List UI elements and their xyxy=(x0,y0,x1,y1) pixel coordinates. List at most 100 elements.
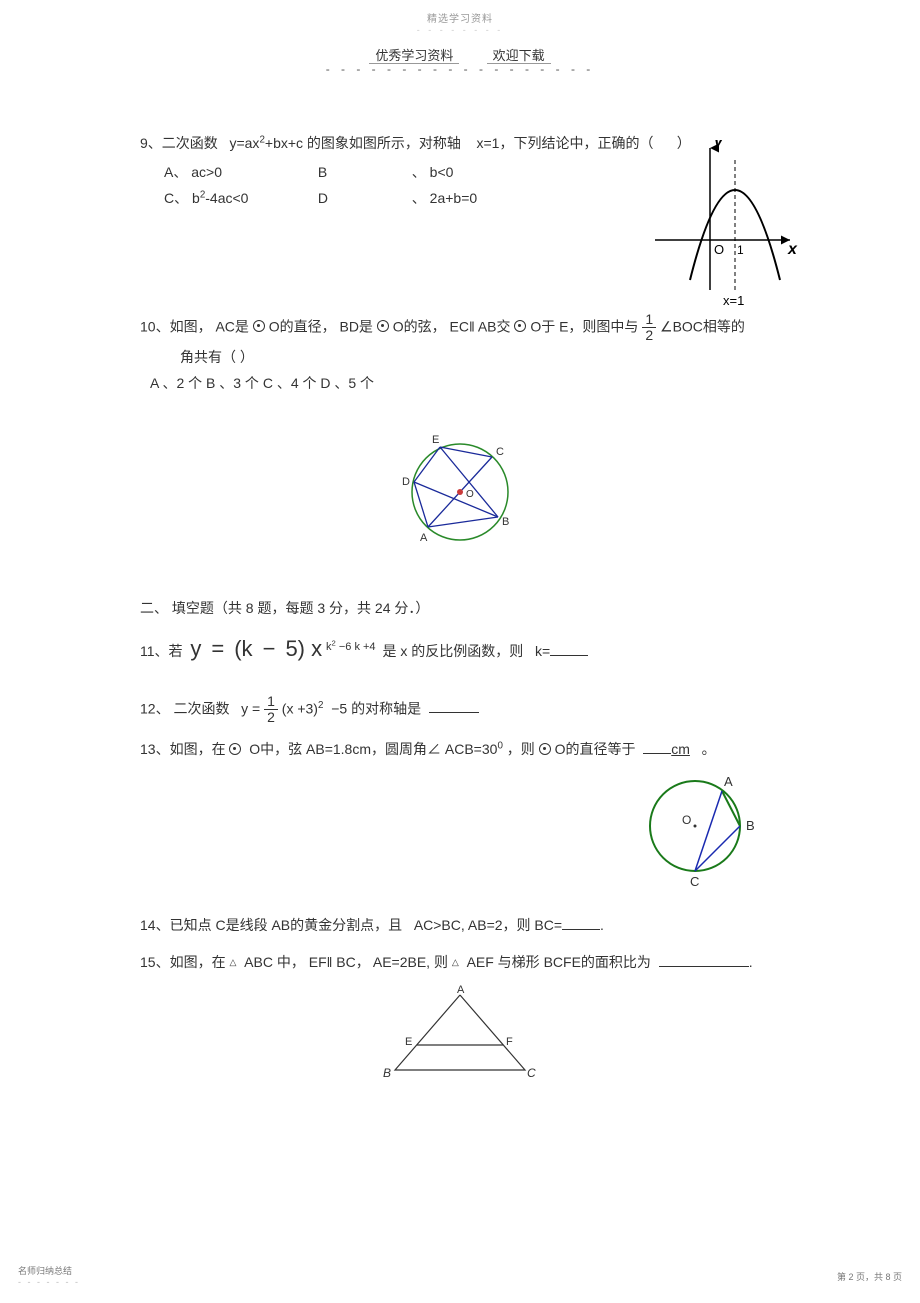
q11-minus: − xyxy=(263,636,276,661)
q10-circle-figure: A B C D E O xyxy=(390,427,530,557)
q12-minus5: −5 xyxy=(331,700,347,716)
question-9: 9、二次函数 y=ax2+bx+c 的图象如图所示，对称轴 x=1，下列结论中，… xyxy=(140,130,780,212)
q10-e: ∠BOC相等的 xyxy=(660,318,745,334)
q10-b: O的直径， BD是 xyxy=(269,318,373,334)
circle-o-icon xyxy=(539,743,551,755)
q9-optC-b: b xyxy=(192,190,200,206)
q10-frac-den: 2 xyxy=(642,328,656,343)
section2-title: 二、 填空题（共 8 题，每题 3 分，共 24 分．） xyxy=(140,595,780,622)
q13-mid: O中，弦 AB=1.8cm，圆周角∠ ACB=30 xyxy=(249,741,497,757)
q10-a: 10、如图， AC是 xyxy=(140,318,249,334)
q11-exp-rest: −6 k +4 xyxy=(336,641,376,653)
q10-label-C: C xyxy=(496,446,504,458)
question-13: 13、如图，在 O中，弦 AB=1.8cm，圆周角∠ ACB=300 ，则 O的… xyxy=(140,736,780,763)
q15-label-F: F xyxy=(506,1036,513,1048)
q10-line-DE xyxy=(414,447,440,482)
circle-o-icon xyxy=(253,320,265,332)
q12-tail: 的对称轴是 xyxy=(351,700,421,716)
q13-tail-a: ，则 xyxy=(507,741,535,757)
q13-line-AC xyxy=(695,791,722,871)
q12-body: (x +3) xyxy=(282,700,318,716)
q11-tail-a: 是 x 的反比例函数，则 xyxy=(383,643,524,659)
q13-blank xyxy=(643,739,671,754)
question-15: 15、如图，在 △ ABC 中， EF‖ BC， AE=2BE, 则 △ AEF… xyxy=(140,949,780,1094)
q10-label-E: E xyxy=(432,434,439,446)
question-11: 11、若 y = (k − 5) x k2 −6 k +4 是 x 的反比例函数… xyxy=(140,628,780,670)
q13-label-A: A xyxy=(724,774,733,789)
q9-xeq1-label: x=1 xyxy=(723,293,744,308)
q11-y: y xyxy=(190,636,201,661)
q10-label-D: D xyxy=(402,476,410,488)
q13-label-O: O xyxy=(682,813,691,827)
q15-triangle-figure: A B C E F xyxy=(375,985,545,1085)
page-root: 精选学习资料 - - - - - - - - 优秀学习资料 欢迎下载 - - -… xyxy=(0,0,920,1303)
q12-fraction: 1 2 xyxy=(264,694,278,726)
q9-one-label: 1 xyxy=(737,243,744,257)
q9-origin-label: O xyxy=(714,242,724,257)
q13-circle-figure: A B C O xyxy=(640,756,760,896)
q9-optB-sep: 、 xyxy=(412,164,426,180)
q10-figure-wrap: A B C D E O xyxy=(140,427,780,566)
q9-y-label: y xyxy=(713,140,724,150)
q10-label-B: B xyxy=(502,516,509,528)
q9-optB-label: B xyxy=(318,159,408,186)
q15-label-A: A xyxy=(457,985,465,996)
q10-line-AB xyxy=(428,517,498,527)
q10-center-dot xyxy=(457,489,463,495)
footer-left-dots: - - - - - - - xyxy=(18,1277,80,1287)
q13-degree: 0 xyxy=(497,740,502,751)
q9-optD-sep: 、 xyxy=(412,190,426,206)
q11-5x: 5) x xyxy=(285,636,322,661)
content-area: 9、二次函数 y=ax2+bx+c 的图象如图所示，对称轴 x=1，下列结论中，… xyxy=(140,130,780,1104)
circle-o-icon xyxy=(514,320,526,332)
question-10: 10、如图， AC是 O的直径， BD是 O的弦， EC‖ AB交 O于 E，则… xyxy=(140,312,780,566)
sub-dashes: - - - - - - - - - - - - - - - - - - xyxy=(0,62,920,76)
q9-optC-label: C、 xyxy=(164,190,188,206)
q10-line-EB xyxy=(440,447,498,517)
q12-prefix: 12、 二次函数 xyxy=(140,700,229,716)
q11-blank xyxy=(550,641,588,656)
q10-frac-num: 1 xyxy=(642,312,656,328)
q15-label-C: C xyxy=(527,1066,536,1080)
q10-label-A: A xyxy=(420,532,428,544)
q9-optD-label: D xyxy=(318,185,408,212)
q10-line1: 10、如图， AC是 O的直径， BD是 O的弦， EC‖ AB交 O于 E，则… xyxy=(140,312,780,344)
q14-b: AC>BC, AB=2，则 BC= xyxy=(414,917,562,933)
q15-blank xyxy=(659,952,749,967)
q12-sup: 2 xyxy=(318,700,323,711)
q13-center-dot xyxy=(694,824,697,827)
q12-blank xyxy=(429,698,479,713)
question-12: 12、 二次函数 y = 1 2 (x +3)2 −5 的对称轴是 xyxy=(140,694,780,726)
q15-figure-wrap: A B C E F xyxy=(140,985,780,1094)
q13-label-C: C xyxy=(690,874,699,889)
q13-period: 。 xyxy=(702,741,716,757)
q11-tail-b: k= xyxy=(535,643,550,659)
q10-c: O的弦， EC‖ AB交 xyxy=(393,318,511,334)
q15-label-E: E xyxy=(405,1036,412,1048)
q9-optA: ac>0 xyxy=(191,164,222,180)
question-14: 14、已知点 C是线段 AB的黄金分割点，且 AC>BC, AB=2，则 BC=… xyxy=(140,912,780,939)
q9-bxc: +bx+c 的图象如图所示，对称轴 xyxy=(265,135,461,151)
q9-optB: b<0 xyxy=(430,164,454,180)
q14-a: 14、已知点 C是线段 AB的黄金分割点，且 xyxy=(140,917,402,933)
q9-yax: y=ax xyxy=(229,135,259,151)
q15-triangle-ABC xyxy=(395,995,525,1070)
top-dashes: - - - - - - - - xyxy=(0,25,920,35)
q9-parabola-figure: y x O 1 x=1 xyxy=(650,140,800,310)
q15-b: ABC 中， EF‖ BC， AE=2BE, 则 xyxy=(244,954,448,970)
top-small-header: 精选学习资料 xyxy=(0,0,920,25)
q13-tail-b: O的直径等于 xyxy=(555,741,636,757)
q9-optD: 2a+b=0 xyxy=(430,190,478,206)
q11-eq: = xyxy=(211,636,224,661)
footer-left-text: 名师归纳总结 xyxy=(18,1266,72,1276)
q10-label-O: O xyxy=(466,489,474,500)
q13-label-B: B xyxy=(746,818,755,833)
q11-prefix: 11、若 xyxy=(140,643,183,659)
q10-line-BD xyxy=(414,482,498,517)
triangle-icon: △ xyxy=(452,957,459,967)
q9-optC-rest: -4ac<0 xyxy=(205,190,248,206)
q15-label-B: B xyxy=(383,1066,391,1080)
q12-frac-den: 2 xyxy=(264,710,278,725)
q14-blank xyxy=(562,915,600,930)
q12-yeq: y = xyxy=(241,700,260,716)
